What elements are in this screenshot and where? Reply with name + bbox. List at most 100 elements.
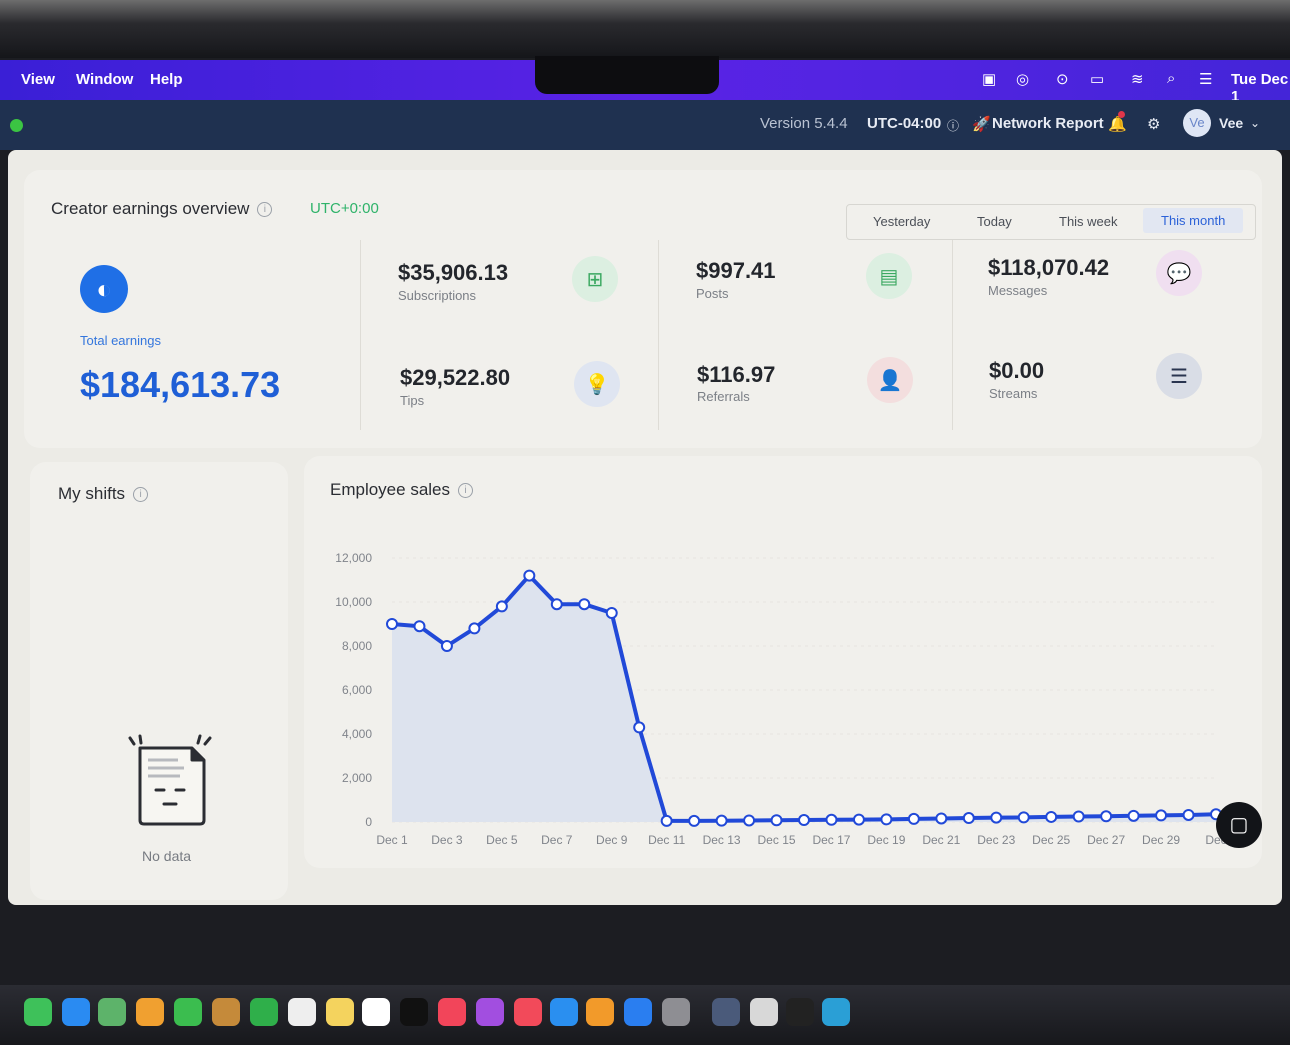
calendar-app-icon[interactable] bbox=[362, 998, 390, 1026]
rocket-icon: 🚀 bbox=[972, 116, 991, 133]
sales-title: Employee sales i bbox=[330, 480, 474, 500]
no-data-text: No data bbox=[142, 848, 192, 864]
app-store-icon[interactable] bbox=[624, 998, 652, 1026]
messages-label: Messages bbox=[988, 283, 1048, 298]
maps-app-icon[interactable] bbox=[98, 998, 126, 1026]
facetime-app-icon[interactable] bbox=[174, 998, 202, 1026]
music-app-icon[interactable] bbox=[438, 998, 466, 1026]
data-point bbox=[413, 620, 426, 633]
chevron-down-icon[interactable]: ⌄ bbox=[1250, 116, 1261, 130]
data-point bbox=[1017, 811, 1030, 824]
avatar[interactable]: Ve bbox=[1183, 109, 1211, 137]
apple-tv-app-icon[interactable] bbox=[400, 998, 428, 1026]
stickies-app-icon[interactable] bbox=[326, 998, 354, 1026]
data-point bbox=[605, 607, 618, 619]
data-point bbox=[715, 814, 728, 827]
system-settings-icon[interactable] bbox=[662, 998, 690, 1026]
x-tick-label: Dec 29 bbox=[1142, 833, 1180, 847]
app-status-icon[interactable]: ▣ bbox=[982, 71, 997, 88]
battery-icon[interactable]: ▭ bbox=[1090, 71, 1105, 88]
data-point bbox=[660, 814, 673, 827]
x-tick-label: Dec 1 bbox=[376, 833, 408, 847]
support-chat-button[interactable]: ▢ bbox=[1216, 802, 1262, 848]
podcasts-app-icon[interactable] bbox=[476, 998, 504, 1026]
info-icon[interactable]: i bbox=[257, 202, 273, 218]
network-report-link[interactable]: Network Report bbox=[992, 115, 1104, 132]
window-zoom-button[interactable] bbox=[10, 119, 23, 132]
reminders-app-icon[interactable] bbox=[288, 998, 316, 1026]
tips-label: Tips bbox=[400, 393, 425, 408]
data-point bbox=[468, 622, 481, 635]
timezone-label: UTC-04:00 bbox=[867, 115, 942, 132]
tab-this-month[interactable]: This month bbox=[1143, 208, 1244, 233]
tab-today[interactable]: Today bbox=[977, 214, 1012, 229]
x-tick-label: Dec 13 bbox=[703, 833, 741, 847]
data-point bbox=[962, 812, 975, 825]
spotlight-search-icon[interactable]: ⌕ bbox=[1167, 70, 1176, 87]
settings-gear-icon[interactable]: ⚙ bbox=[1147, 116, 1161, 133]
mac-dock bbox=[0, 985, 1290, 1045]
data-point bbox=[1045, 810, 1058, 823]
messages-app-icon[interactable] bbox=[24, 998, 52, 1026]
subscriptions-value: $35,906.13 bbox=[398, 260, 509, 285]
news-app-icon[interactable] bbox=[514, 998, 542, 1026]
mail-app-icon[interactable] bbox=[62, 998, 90, 1026]
brand-logo-icon: ◐ bbox=[80, 265, 128, 313]
info-icon[interactable]: i bbox=[133, 487, 149, 503]
info-icon[interactable]: i bbox=[458, 483, 474, 499]
play-icon[interactable]: ⊙ bbox=[1056, 71, 1069, 88]
numbers-app-icon[interactable] bbox=[250, 998, 278, 1026]
y-tick-label: 0 bbox=[365, 815, 372, 829]
data-point bbox=[688, 814, 701, 827]
total-earnings-value: $184,613.73 bbox=[80, 364, 281, 405]
sales-area bbox=[392, 575, 1216, 822]
tab-yesterday[interactable]: Yesterday bbox=[873, 214, 931, 229]
keynote-app-icon[interactable] bbox=[550, 998, 578, 1026]
user-star-icon: 👤 bbox=[867, 357, 913, 403]
my-shifts-card: My shifts i No data bbox=[30, 462, 288, 900]
photos-app-icon[interactable] bbox=[136, 998, 164, 1026]
empty-document-icon bbox=[128, 734, 212, 826]
version-label: Version 5.4.4 bbox=[760, 115, 848, 132]
x-tick-label: Dec 5 bbox=[486, 833, 518, 847]
employee-sales-card: Employee sales i 0 2,000 4,000 6,000 8,000 10,… bbox=[304, 456, 1262, 868]
notes-app-icon[interactable] bbox=[212, 998, 240, 1026]
data-point bbox=[770, 814, 783, 827]
x-tick-label: Dec 11 bbox=[648, 833, 685, 847]
referrals-value: $116.97 bbox=[697, 362, 776, 387]
streams-icon: ☰ bbox=[1156, 353, 1202, 399]
script-editor-icon[interactable] bbox=[750, 998, 778, 1026]
data-point bbox=[1127, 809, 1140, 822]
timezone-info-icon[interactable]: ⓘ bbox=[947, 119, 960, 133]
wifi-icon[interactable]: ≋ bbox=[1131, 71, 1144, 88]
menu-help[interactable]: Help bbox=[150, 71, 183, 88]
menu-window[interactable]: Window bbox=[76, 71, 134, 88]
y-tick-label: 8,000 bbox=[342, 639, 372, 653]
data-point bbox=[495, 600, 508, 613]
data-point bbox=[852, 813, 865, 826]
x-tick-label: Dec 27 bbox=[1087, 833, 1125, 847]
data-point bbox=[880, 813, 893, 826]
lightbulb-icon: 💡 bbox=[574, 361, 620, 407]
browser-app-icon[interactable] bbox=[822, 998, 850, 1026]
shifts-title: My shifts i bbox=[58, 484, 149, 504]
preview-app-icon[interactable] bbox=[712, 998, 740, 1026]
y-tick-label: 6,000 bbox=[342, 683, 372, 697]
data-point bbox=[798, 814, 810, 827]
streams-value: $0.00 bbox=[989, 358, 1045, 383]
tab-this-week[interactable]: This week bbox=[1059, 214, 1118, 229]
notification-bell-icon[interactable]: 🔔 bbox=[1108, 116, 1127, 133]
data-point bbox=[1155, 809, 1168, 822]
if-app-icon[interactable] bbox=[786, 998, 814, 1026]
data-point bbox=[550, 598, 563, 611]
pages-app-icon[interactable] bbox=[586, 998, 614, 1026]
creative-cloud-icon[interactable]: ◎ bbox=[1016, 71, 1030, 88]
y-tick-label: 10,000 bbox=[335, 595, 372, 609]
menu-view[interactable]: View bbox=[21, 71, 55, 88]
total-earnings-label: Total earnings bbox=[80, 333, 161, 348]
menubar-clock[interactable]: Tue Dec 1 bbox=[1231, 71, 1289, 105]
y-tick-label: 2,000 bbox=[342, 771, 372, 785]
user-name[interactable]: Vee bbox=[1219, 115, 1244, 131]
divider bbox=[952, 240, 953, 430]
control-center-icon[interactable]: ☰ bbox=[1199, 71, 1213, 88]
